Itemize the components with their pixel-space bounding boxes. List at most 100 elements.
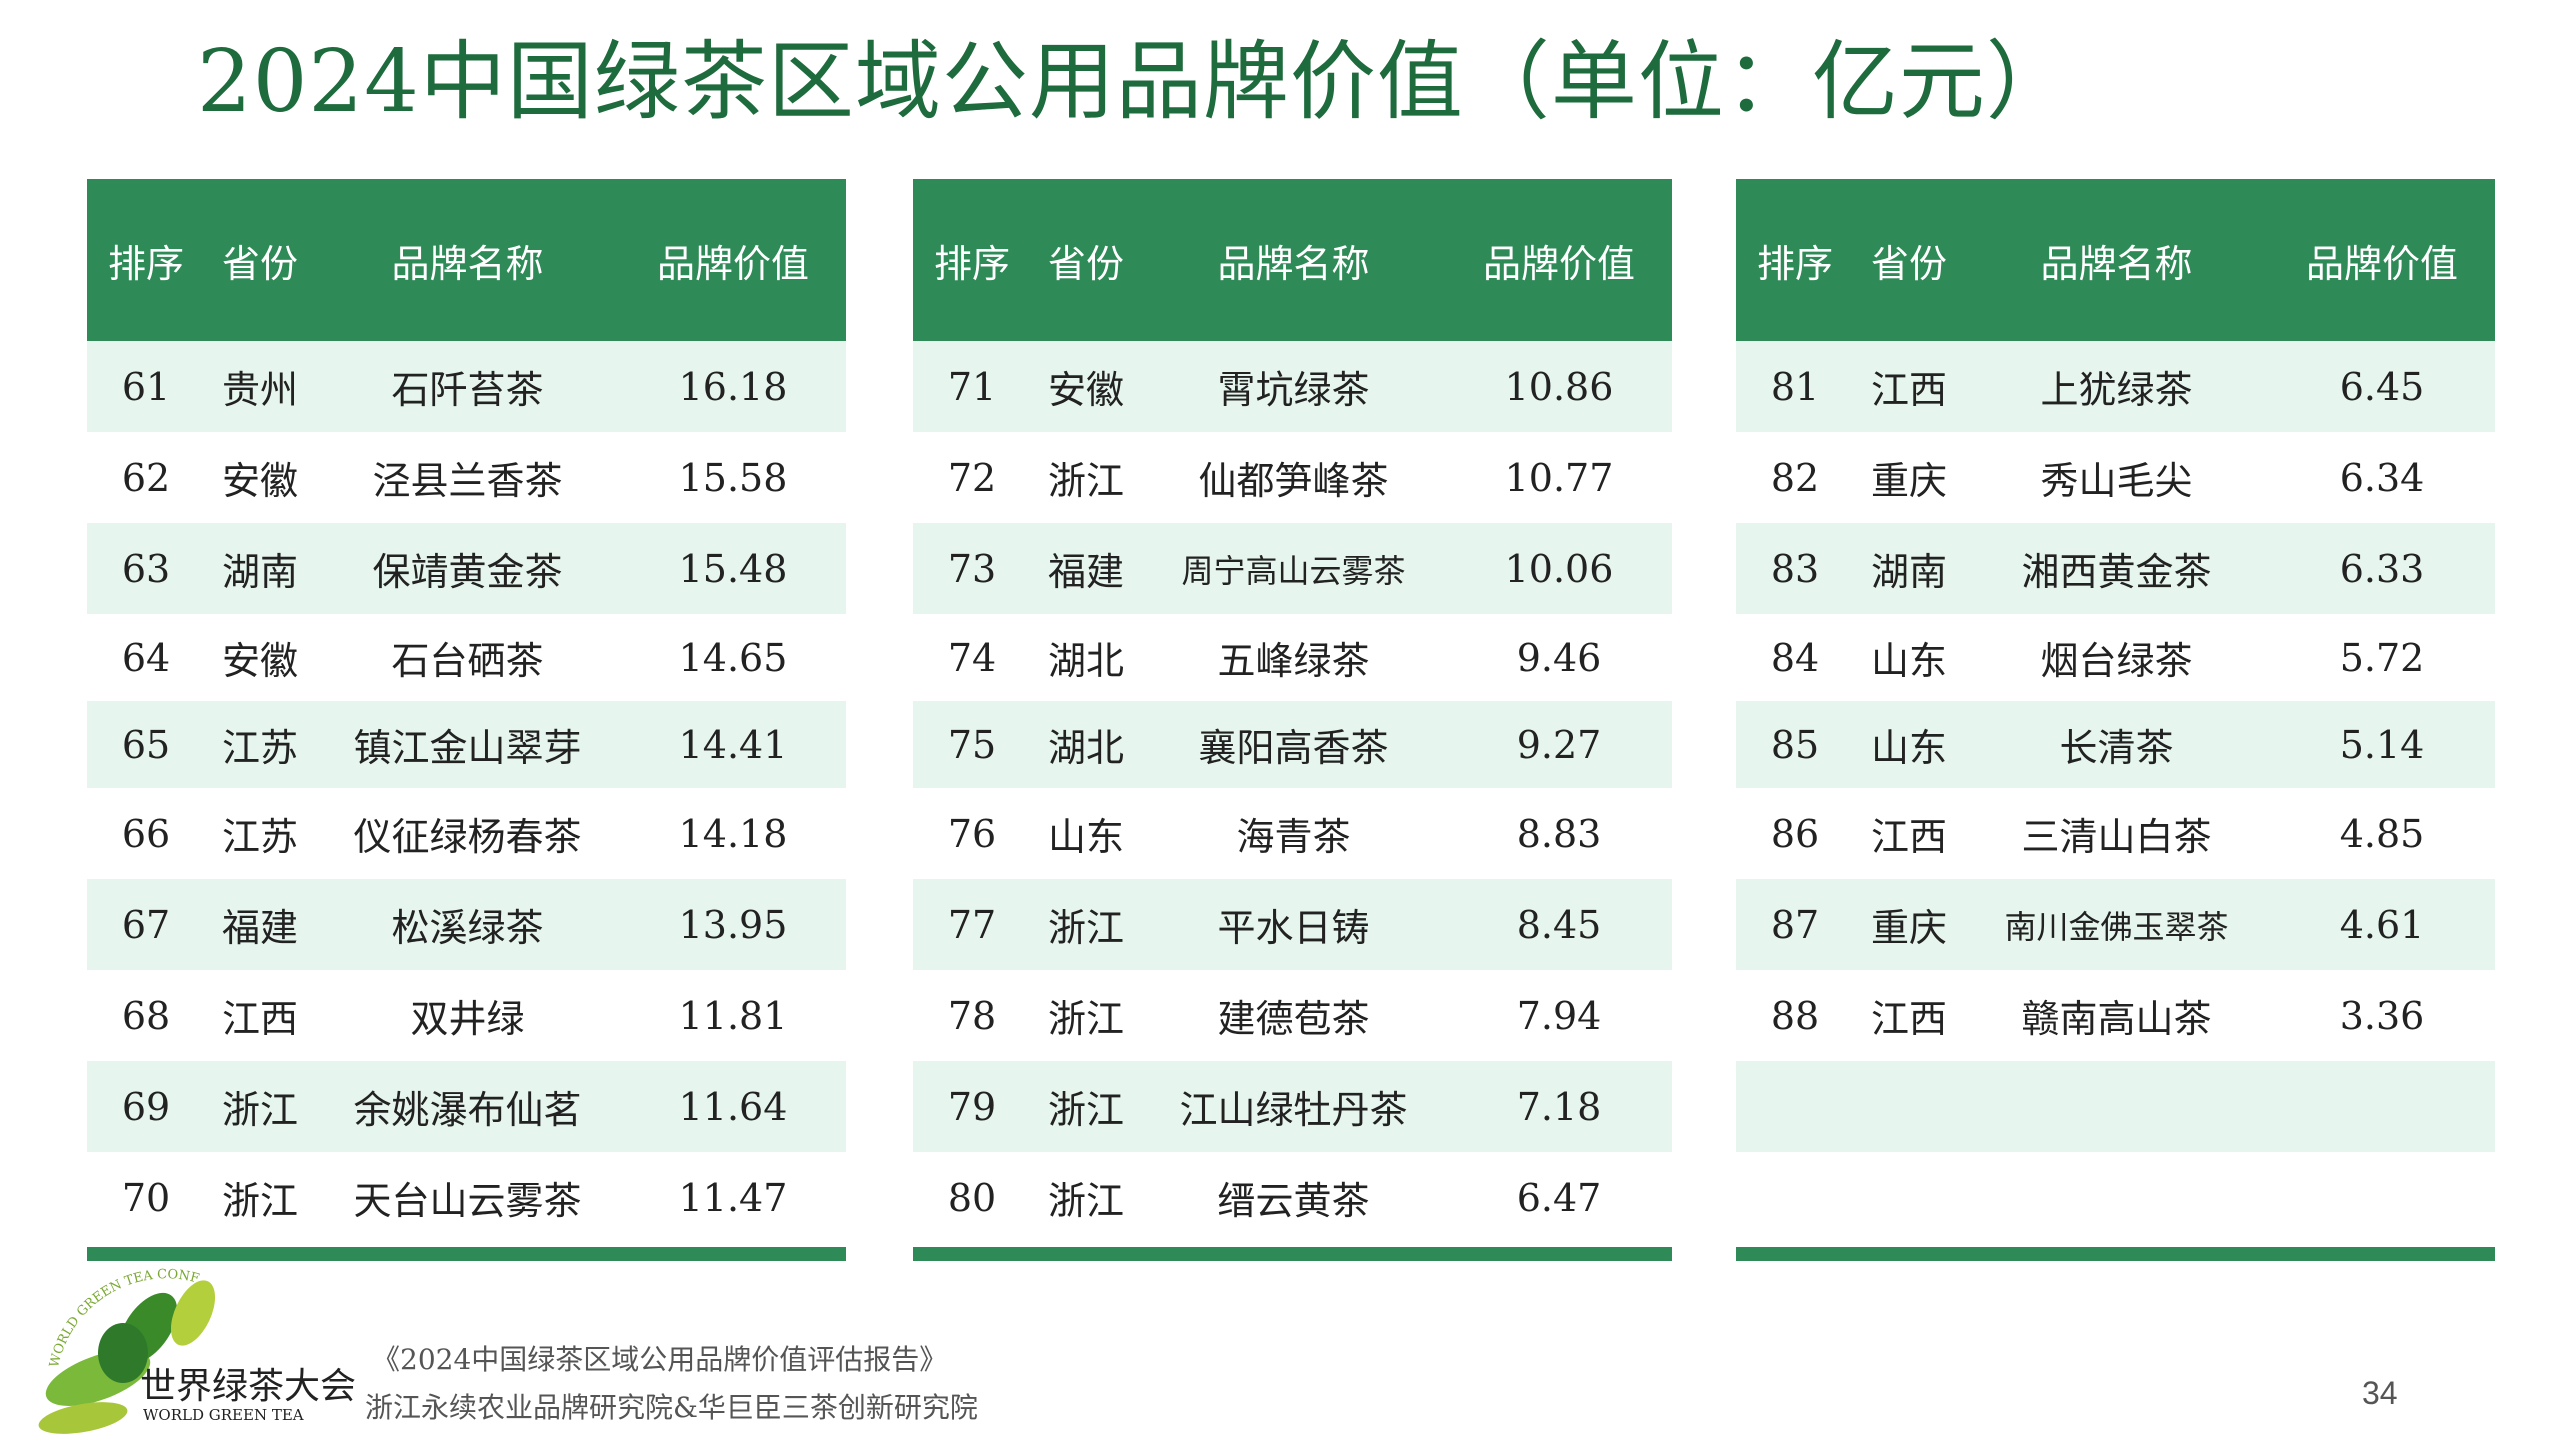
province-cell: 山东 bbox=[1870, 726, 1947, 770]
brand-name-cell: 仪征绿杨春茶 bbox=[353, 815, 582, 859]
table-bottom-bar bbox=[913, 1247, 1672, 1261]
table-bottom-bar bbox=[87, 1247, 846, 1261]
brand-value-cell: 11.47 bbox=[678, 1175, 788, 1220]
province-cell: 江西 bbox=[221, 997, 298, 1041]
rank-cell: 82 bbox=[1770, 455, 1820, 500]
brand-name-cell: 松溪绿茶 bbox=[391, 906, 544, 950]
rank-cell: 61 bbox=[121, 364, 171, 409]
brand-name-cell: 余姚瀑布仙茗 bbox=[353, 1088, 582, 1132]
province-cell: 江西 bbox=[1870, 997, 1947, 1041]
rank-cell: 69 bbox=[121, 1084, 171, 1129]
rank-cell: 78 bbox=[947, 993, 997, 1038]
brand-name-cell: 上犹绿茶 bbox=[2040, 368, 2193, 412]
province-cell: 江苏 bbox=[221, 815, 298, 859]
province-cell: 浙江 bbox=[221, 1088, 298, 1132]
province-cell: 山东 bbox=[1870, 639, 1947, 683]
table-row: 68 江西 双井绿 11.81 bbox=[87, 970, 846, 1061]
table-row: 81 江西 上犹绿茶 6.45 bbox=[1736, 341, 2495, 432]
brand-value-cell: 10.77 bbox=[1504, 455, 1614, 500]
table-row: 78 浙江 建德苞茶 7.94 bbox=[913, 970, 1672, 1061]
brand-name-cell: 周宁高山云雾茶 bbox=[1181, 551, 1406, 590]
table-row: 88 江西 赣南高山茶 3.36 bbox=[1736, 970, 2495, 1061]
table-bottom-bar bbox=[1736, 1247, 2495, 1261]
brand-value-cell: 6.45 bbox=[2339, 364, 2425, 409]
brand-name-cell: 南川金佛玉翠茶 bbox=[2004, 907, 2229, 946]
header-rank: 排序 bbox=[933, 241, 1010, 286]
header-province: 省份 bbox=[221, 241, 298, 286]
brand-value-cell: 6.47 bbox=[1516, 1175, 1602, 1220]
logo-cn-name: 世界绿茶大会 bbox=[140, 1366, 356, 1407]
rank-cell: 63 bbox=[121, 546, 171, 591]
table-row: 75 湖北 襄阳高香茶 9.27 bbox=[913, 701, 1672, 788]
rank-cell: 80 bbox=[947, 1175, 997, 1220]
brand-name-cell: 缙云黄茶 bbox=[1217, 1179, 1370, 1223]
rank-cell: 87 bbox=[1770, 902, 1820, 947]
rank-cell: 75 bbox=[947, 722, 997, 767]
rank-cell: 62 bbox=[121, 455, 171, 500]
brand-name-cell: 泾县兰香茶 bbox=[372, 459, 563, 503]
ranking-table: 排序 省份 品牌名称 品牌价值 61 贵州 石阡苔茶 16.18 62 安徽 泾县兰香茶 15.58 6… bbox=[87, 179, 846, 1261]
table-row: 70 浙江 天台山云雾茶 11.47 bbox=[87, 1152, 846, 1243]
brand-name-cell: 仙都笋峰茶 bbox=[1198, 459, 1389, 503]
brand-value-cell: 4.85 bbox=[2339, 811, 2425, 856]
logo-leaf-3 bbox=[170, 1280, 216, 1346]
province-cell: 安徽 bbox=[1047, 368, 1124, 412]
brand-value-cell: 5.72 bbox=[2339, 635, 2425, 680]
brand-name-cell: 五峰绿茶 bbox=[1217, 639, 1370, 683]
table-row: 79 浙江 江山绿牡丹茶 7.18 bbox=[913, 1061, 1672, 1152]
brand-name-cell: 霄坑绿茶 bbox=[1217, 368, 1370, 412]
table-row: 67 福建 松溪绿茶 13.95 bbox=[87, 879, 846, 970]
rank-cell: 86 bbox=[1770, 811, 1820, 856]
province-cell: 湖北 bbox=[1047, 726, 1124, 770]
brand-value-cell: 10.86 bbox=[1504, 364, 1614, 409]
brand-value-cell: 13.95 bbox=[678, 902, 788, 947]
rank-cell: 67 bbox=[121, 902, 171, 947]
header-province: 省份 bbox=[1047, 241, 1124, 286]
table-row: 83 湖南 湘西黄金茶 6.33 bbox=[1736, 523, 2495, 614]
brand-value-cell: 14.41 bbox=[678, 722, 788, 767]
brand-value-cell: 3.36 bbox=[2339, 993, 2425, 1038]
header-rank: 排序 bbox=[107, 241, 184, 286]
table-row: 73 福建 周宁高山云雾茶 10.06 bbox=[913, 523, 1672, 614]
brand-value-cell: 14.18 bbox=[678, 811, 788, 856]
province-cell: 山东 bbox=[1047, 815, 1124, 859]
brand-name-cell: 赣南高山茶 bbox=[2021, 997, 2212, 1041]
province-cell: 江西 bbox=[1870, 815, 1947, 859]
brand-name-cell: 石阡苔茶 bbox=[391, 368, 544, 412]
brand-name-cell: 烟台绿茶 bbox=[2040, 639, 2193, 683]
table-row: 87 重庆 南川金佛玉翠茶 4.61 bbox=[1736, 879, 2495, 970]
header-province: 省份 bbox=[1870, 241, 1947, 286]
province-cell: 浙江 bbox=[1047, 1179, 1124, 1223]
brand-value-cell: 14.65 bbox=[678, 635, 788, 680]
province-cell: 安徽 bbox=[221, 639, 298, 683]
report-citation: 《2024中国绿茶区域公用品牌价值评估报告》 bbox=[372, 1343, 948, 1376]
province-cell: 安徽 bbox=[221, 459, 298, 503]
header-brand: 品牌名称 bbox=[1217, 241, 1370, 286]
brand-name-cell: 镇江金山翠芽 bbox=[353, 726, 582, 770]
ranking-table: 排序 省份 品牌名称 品牌价值 71 安徽 霄坑绿茶 10.86 72 浙江 仙都笋峰茶 10.77 7… bbox=[913, 179, 1672, 1261]
rank-cell: 66 bbox=[121, 811, 171, 856]
rank-cell: 65 bbox=[121, 722, 171, 767]
province-cell: 江西 bbox=[1870, 368, 1947, 412]
rank-cell: 85 bbox=[1770, 722, 1820, 767]
world-green-tea-logo: WORLD GREEN TEA CONFERENCE 世界绿茶大会 WORLD … bbox=[28, 1258, 356, 1434]
header-brand: 品牌名称 bbox=[2040, 241, 2193, 286]
province-cell: 浙江 bbox=[1047, 906, 1124, 950]
brand-name-cell: 建德苞茶 bbox=[1217, 997, 1370, 1041]
province-cell: 浙江 bbox=[221, 1179, 298, 1223]
table-row: 71 安徽 霄坑绿茶 10.86 bbox=[913, 341, 1672, 432]
brand-name-cell: 平水日铸 bbox=[1217, 906, 1370, 950]
header-brand: 品牌名称 bbox=[391, 241, 544, 286]
rank-cell: 64 bbox=[121, 635, 171, 680]
table-row bbox=[1736, 1152, 2495, 1243]
province-cell: 重庆 bbox=[1870, 906, 1947, 950]
province-cell: 江苏 bbox=[221, 726, 298, 770]
brand-name-cell: 双井绿 bbox=[410, 997, 525, 1041]
brand-value-cell: 16.18 bbox=[678, 364, 788, 409]
table-header: 排序 省份 品牌名称 品牌价值 bbox=[87, 179, 846, 341]
table-row: 77 浙江 平水日铸 8.45 bbox=[913, 879, 1672, 970]
table-header: 排序 省份 品牌名称 品牌价值 bbox=[1736, 179, 2495, 341]
logo-leaf-5 bbox=[98, 1323, 148, 1383]
rank-cell: 68 bbox=[121, 993, 171, 1038]
brand-value-cell: 9.46 bbox=[1516, 635, 1602, 680]
